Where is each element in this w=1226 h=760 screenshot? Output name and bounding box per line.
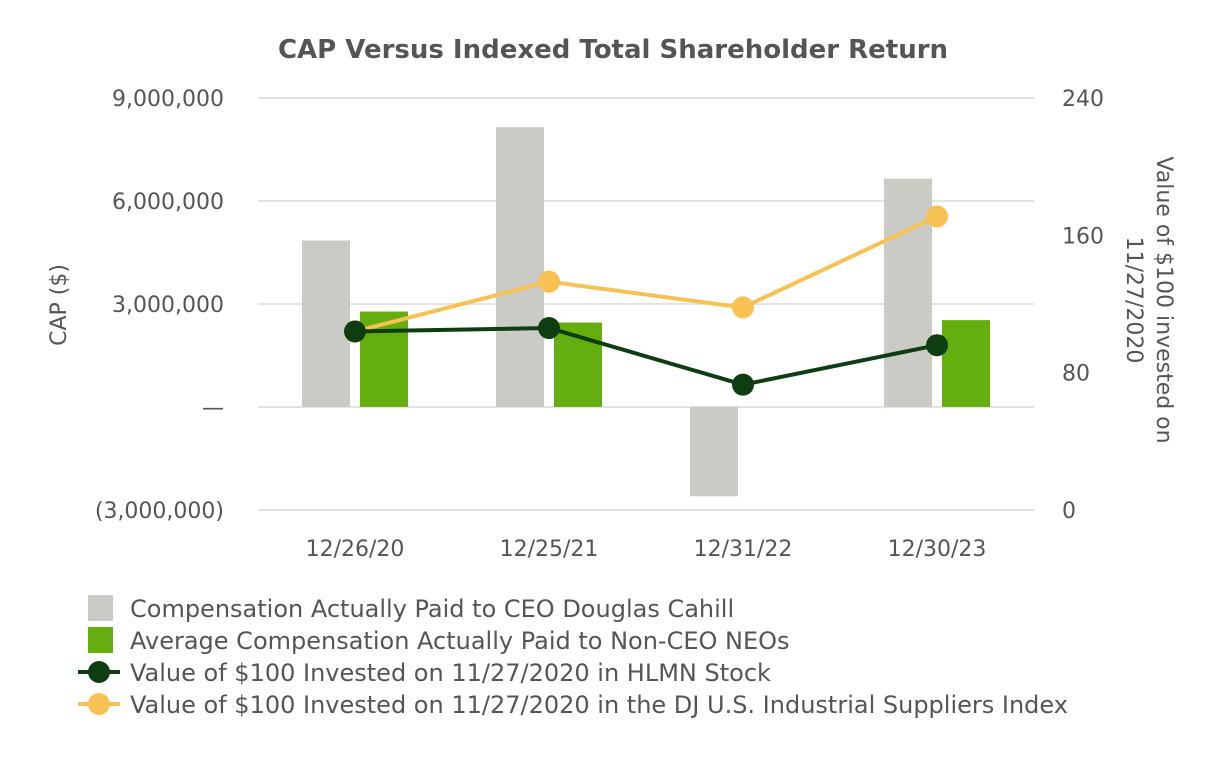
line-point: [538, 317, 560, 340]
bar: [942, 320, 990, 407]
line-point: [732, 296, 754, 319]
legend-label: Value of $100 Invested on 11/27/2020 in …: [130, 691, 1068, 719]
y-tick-label: —: [202, 396, 224, 421]
axes: (3,000,000) — 3,000,000 6,000,000 9,000,000 0…: [95, 87, 1104, 562]
line-point: [926, 205, 948, 228]
x-tick-label: 12/26/20: [306, 537, 405, 562]
y-tick-label: 3,000,000: [112, 293, 224, 318]
legend-label: Value of $100 Invested on 11/27/2020 in …: [130, 659, 771, 687]
bars: [302, 127, 990, 497]
legend-label: Average Compensation Actually Paid to No…: [130, 627, 790, 655]
legend-swatch: [88, 595, 113, 621]
lines: [344, 205, 948, 396]
x-tick-label: 12/31/22: [694, 537, 793, 562]
chart-title: CAP Versus Indexed Total Shareholder Ret…: [278, 35, 948, 65]
bar: [690, 407, 738, 497]
y2-tick-label: 240: [1062, 87, 1104, 112]
line-point: [926, 334, 948, 357]
y2-tick-label: 160: [1062, 224, 1104, 249]
y-tick-label: (3,000,000): [95, 499, 224, 524]
y2-tick-label: 0: [1062, 499, 1076, 524]
line-point: [732, 373, 754, 396]
y2-axis-title-line1: Value of $100 invested on: [1151, 156, 1176, 443]
bar: [302, 240, 350, 407]
y-tick-label: 9,000,000: [112, 87, 224, 112]
bar: [496, 127, 544, 407]
legend-label: Compensation Actually Paid to CEO Dougla…: [130, 595, 734, 623]
x-tick-label: 12/30/23: [888, 537, 987, 562]
y-tick-label: 6,000,000: [112, 190, 224, 215]
legend-marker: [88, 661, 110, 683]
x-tick-label: 12/25/21: [500, 537, 599, 562]
legend-marker: [88, 693, 110, 715]
y2-axis-title-line2: 11/27/2020: [1121, 237, 1146, 364]
bar: [884, 178, 932, 407]
y2-tick-label: 80: [1062, 362, 1090, 387]
line-point: [538, 270, 560, 293]
legend-swatch: [88, 627, 113, 653]
y-axis-title: CAP ($): [47, 264, 72, 346]
line-point: [344, 320, 366, 343]
series-line: [354, 326, 938, 387]
legend: Compensation Actually Paid to CEO Dougla…: [78, 595, 1068, 719]
series-line: [354, 214, 938, 334]
